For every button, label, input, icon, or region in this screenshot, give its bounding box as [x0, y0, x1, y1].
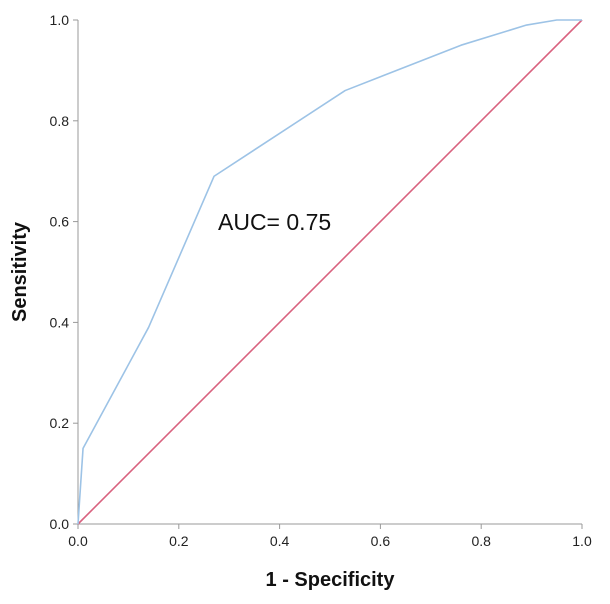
y-axis-ticks: 0.0 0.2 0.4 0.6 0.8 1.0: [50, 12, 78, 532]
y-axis-title: Sensitivity: [9, 221, 31, 322]
x-tick-label: 0.4: [270, 533, 290, 549]
y-tick-label: 0.0: [50, 516, 70, 532]
y-tick-label: 1.0: [50, 12, 70, 28]
y-tick-label: 0.4: [50, 314, 70, 330]
x-tick-label: 0.6: [371, 533, 391, 549]
x-tick-label: 0.2: [169, 533, 189, 549]
auc-annotation: AUC= 0.75: [218, 209, 331, 235]
roc-curve-line: [77, 19, 582, 525]
x-tick-label: 1.0: [572, 533, 592, 549]
x-tick-label: 0.8: [471, 533, 491, 549]
reference-diagonal-line: [77, 19, 583, 525]
x-axis-title: 1 - Specificity: [266, 569, 396, 591]
series-group: [77, 19, 583, 525]
y-tick-label: 0.8: [50, 113, 70, 129]
x-axis-ticks: 0.0 0.2 0.4 0.6 0.8 1.0: [68, 524, 592, 549]
y-tick-label: 0.6: [50, 214, 70, 230]
y-tick-label: 0.2: [50, 415, 70, 431]
x-tick-label: 0.0: [68, 533, 88, 549]
